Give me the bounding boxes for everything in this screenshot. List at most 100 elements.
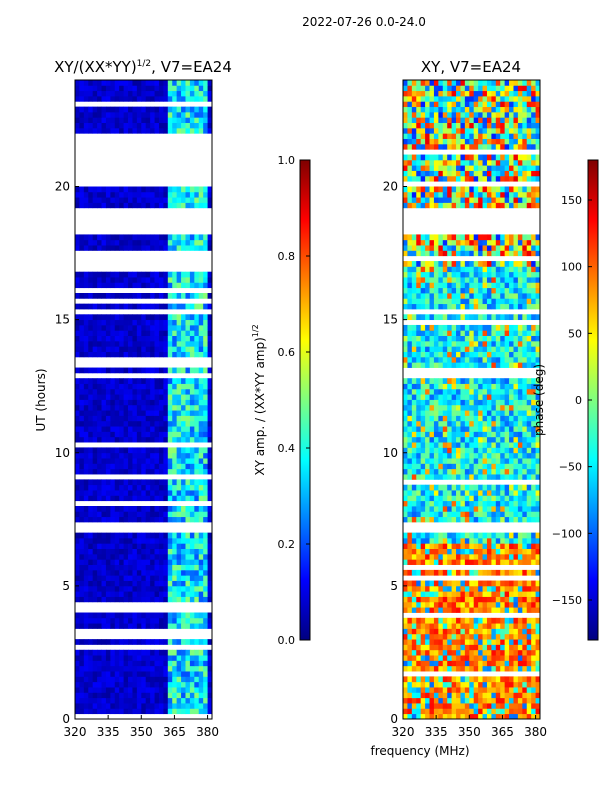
amplitude-cell bbox=[136, 484, 142, 491]
phase-cell bbox=[522, 596, 528, 603]
amplitude-cell bbox=[97, 319, 102, 326]
amplitude-cell bbox=[101, 106, 107, 113]
phase-cell bbox=[407, 266, 413, 273]
amplitude-cell bbox=[189, 431, 195, 438]
amplitude-cell bbox=[150, 681, 155, 688]
amplitude-cell bbox=[163, 681, 169, 688]
amplitude-cell bbox=[136, 420, 142, 427]
phase-cell bbox=[482, 245, 488, 251]
amplitude-cell bbox=[189, 239, 195, 246]
phase-cell bbox=[451, 324, 457, 331]
amplitude-cell bbox=[141, 463, 147, 470]
phase-cell bbox=[456, 394, 461, 400]
phase-cell bbox=[478, 282, 483, 289]
amplitude-cell bbox=[203, 186, 208, 193]
phase-cell bbox=[460, 420, 466, 427]
phase-cell bbox=[517, 692, 523, 699]
phase-cell bbox=[509, 692, 514, 699]
phase-cell bbox=[442, 399, 448, 406]
phase-cell bbox=[486, 655, 492, 661]
amplitude-cell bbox=[207, 468, 213, 475]
phase-cell bbox=[438, 484, 444, 491]
amplitude-cell bbox=[132, 186, 138, 193]
phase-cell bbox=[526, 340, 532, 347]
amplitude-cell bbox=[75, 676, 80, 683]
amplitude-cell bbox=[189, 569, 195, 576]
amplitude-cell bbox=[136, 506, 142, 512]
amplitude-cell bbox=[203, 415, 208, 422]
phase-cell bbox=[460, 468, 466, 475]
phase-cell bbox=[526, 596, 532, 603]
amplitude-cell bbox=[185, 303, 191, 310]
phase-cell bbox=[491, 277, 497, 283]
amplitude-cell bbox=[172, 548, 178, 555]
amplitude-cell bbox=[172, 245, 178, 251]
amplitude-cell bbox=[203, 245, 208, 251]
phase-cell bbox=[429, 644, 435, 651]
amplitude-cell bbox=[185, 436, 191, 443]
amplitude-cell bbox=[172, 106, 178, 113]
phase-cell bbox=[456, 553, 461, 560]
phase-cell bbox=[420, 266, 426, 273]
amplitude-cell bbox=[189, 245, 195, 251]
phase-cell bbox=[491, 346, 497, 352]
phase-cell bbox=[442, 703, 448, 709]
phase-cell bbox=[469, 665, 475, 672]
phase-cell bbox=[460, 553, 466, 560]
amplitude-cell bbox=[101, 639, 107, 645]
phase-cell bbox=[478, 362, 483, 368]
amplitude-cell bbox=[203, 330, 208, 336]
phase-cell bbox=[447, 569, 453, 576]
amplitude-cell bbox=[83, 681, 89, 688]
amplitude-cell bbox=[123, 330, 129, 336]
phase-cell bbox=[509, 628, 514, 635]
phase-cell bbox=[403, 591, 408, 597]
phase-cell bbox=[438, 687, 444, 693]
phase-cell bbox=[504, 474, 510, 480]
amplitude-cell bbox=[194, 665, 200, 672]
amplitude-cell bbox=[145, 516, 151, 523]
amplitude-cell bbox=[181, 506, 186, 512]
amplitude-cell bbox=[110, 484, 116, 491]
phase-cell bbox=[464, 261, 470, 267]
amplitude-cell bbox=[88, 351, 94, 358]
phase-cell bbox=[469, 506, 475, 512]
phase-cell bbox=[509, 511, 514, 518]
amplitude-cell bbox=[75, 532, 80, 539]
amplitude-cell bbox=[189, 564, 195, 571]
amplitude-cell bbox=[176, 692, 182, 699]
amplitude-cell bbox=[141, 649, 147, 656]
phase-cell bbox=[495, 681, 501, 688]
phase-cell bbox=[500, 687, 506, 693]
phase-cell bbox=[407, 245, 413, 251]
amplitude-cell bbox=[181, 532, 186, 539]
amplitude-cell bbox=[207, 388, 213, 395]
phase-cell bbox=[531, 431, 536, 438]
amplitude-cell bbox=[79, 431, 85, 438]
amplitude-cell bbox=[185, 660, 191, 667]
amplitude-cell bbox=[167, 569, 173, 576]
phase-cell bbox=[504, 591, 510, 597]
amplitude-cell bbox=[150, 106, 155, 113]
phase-cell bbox=[460, 607, 466, 613]
phase-cell bbox=[416, 623, 422, 629]
amplitude-cell bbox=[185, 399, 191, 406]
amplitude-cell bbox=[110, 585, 116, 592]
amplitude-cell bbox=[176, 479, 182, 486]
phase-cell bbox=[531, 500, 536, 507]
phase-cell bbox=[460, 660, 466, 667]
amplitude-cell bbox=[83, 202, 89, 209]
phase-cell bbox=[425, 303, 430, 310]
phase-cell bbox=[464, 708, 470, 715]
phase-cell bbox=[416, 703, 422, 709]
amplitude-cell bbox=[203, 447, 208, 454]
amplitude-cell bbox=[167, 516, 173, 523]
amplitude-cell bbox=[110, 639, 116, 645]
amplitude-cell bbox=[119, 271, 125, 278]
amplitude-cell bbox=[75, 511, 80, 518]
phase-cell bbox=[486, 303, 492, 310]
phase-cell bbox=[522, 452, 528, 459]
phase-cell bbox=[456, 697, 461, 704]
amplitude-cell bbox=[141, 277, 147, 283]
phase-cell bbox=[522, 415, 528, 422]
